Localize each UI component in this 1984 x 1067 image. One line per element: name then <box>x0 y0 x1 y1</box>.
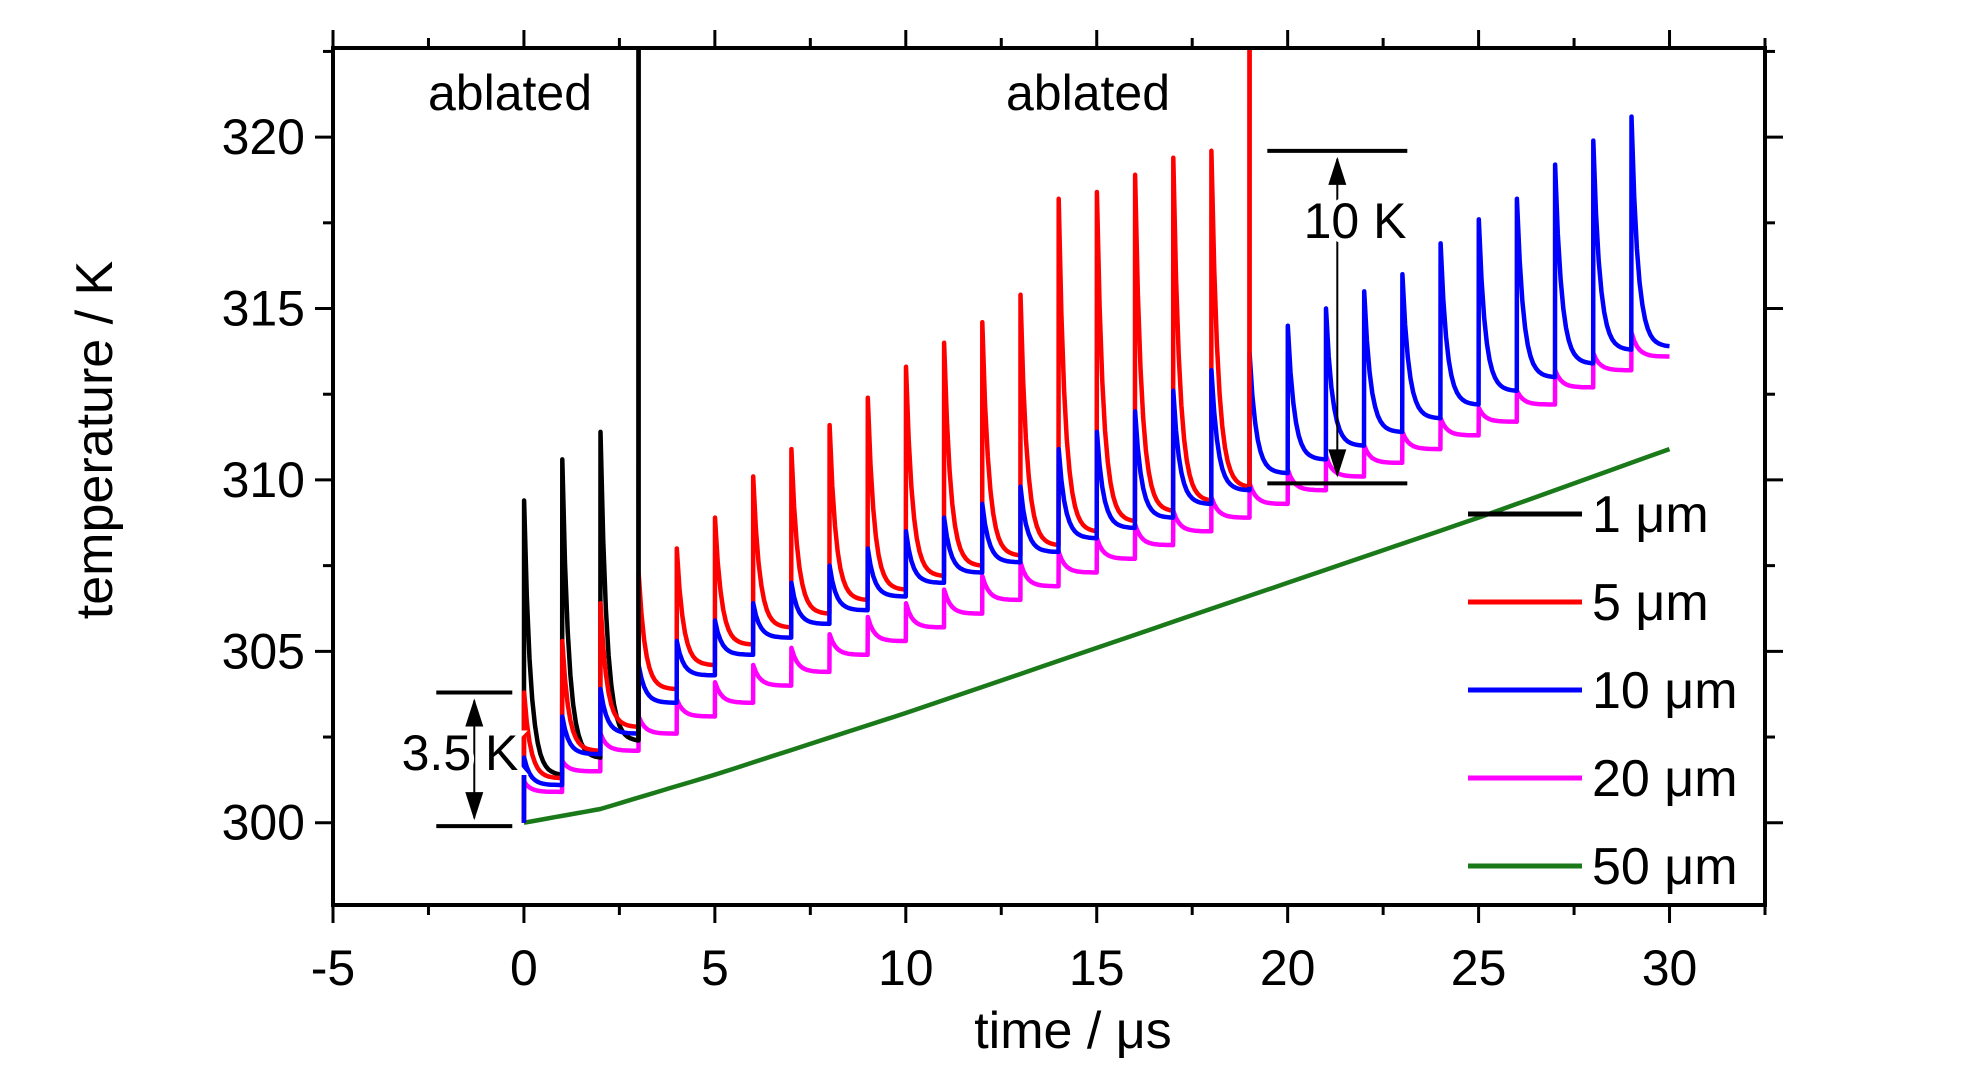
ablated-label-right: ablated <box>1006 65 1170 121</box>
delta-large-arrow-head-up <box>1328 156 1347 185</box>
delta-large-label: 10 K <box>1304 193 1407 249</box>
series-line-20-μm <box>521 330 1670 823</box>
x-tick-label: 20 <box>1260 940 1316 996</box>
curves <box>521 48 1671 825</box>
x-tick-label: 25 <box>1451 940 1507 996</box>
delta-small-arrow-head-up <box>465 698 484 727</box>
x-tick-label: 30 <box>1642 940 1698 996</box>
legend-label: 10 μm <box>1592 662 1738 720</box>
series-line-5-μm <box>521 48 1252 823</box>
x-tick-label: 5 <box>701 940 729 996</box>
y-tick-label: 300 <box>222 795 305 851</box>
y-tick-label: 315 <box>222 281 305 337</box>
x-tick-label: -5 <box>311 940 355 996</box>
plot-frame <box>331 46 1767 907</box>
x-tick-label: 15 <box>1069 940 1125 996</box>
legend-label: 50 μm <box>1592 838 1738 896</box>
y-tick-label: 305 <box>222 623 305 679</box>
delta-large-arrow-head-down <box>1328 449 1347 478</box>
x-tick-label: 10 <box>878 940 934 996</box>
axes-layer: -5 0 5 10 15 20 25 30 300 305 310 315 320 <box>222 30 1783 996</box>
series-line-1-μm <box>521 48 641 823</box>
y-axis-title: temperature / K <box>66 260 124 619</box>
x-tick-label: 0 <box>510 940 538 996</box>
ablated-label-left: ablated <box>428 65 592 121</box>
legend: 1 μm 5 μm 10 μm 20 μm 50 μm <box>1468 486 1738 896</box>
legend-label: 1 μm <box>1592 486 1709 544</box>
delta-small-label: 3.5 K <box>402 725 519 781</box>
annotation-layer: ablated ablated 3.5 K 10 K <box>397 65 1411 829</box>
y-tick-label: 310 <box>222 452 305 508</box>
legend-label: 20 μm <box>1592 750 1738 808</box>
delta-small-arrow-head-down <box>465 792 484 821</box>
legend-label: 5 μm <box>1592 574 1709 632</box>
plot-layer <box>521 48 1671 825</box>
series-line-50-μm <box>523 446 1671 825</box>
series-line-10-μm <box>521 114 1670 823</box>
y-tick-label: 320 <box>222 109 305 165</box>
x-axis-title: time / μs <box>974 1002 1172 1060</box>
